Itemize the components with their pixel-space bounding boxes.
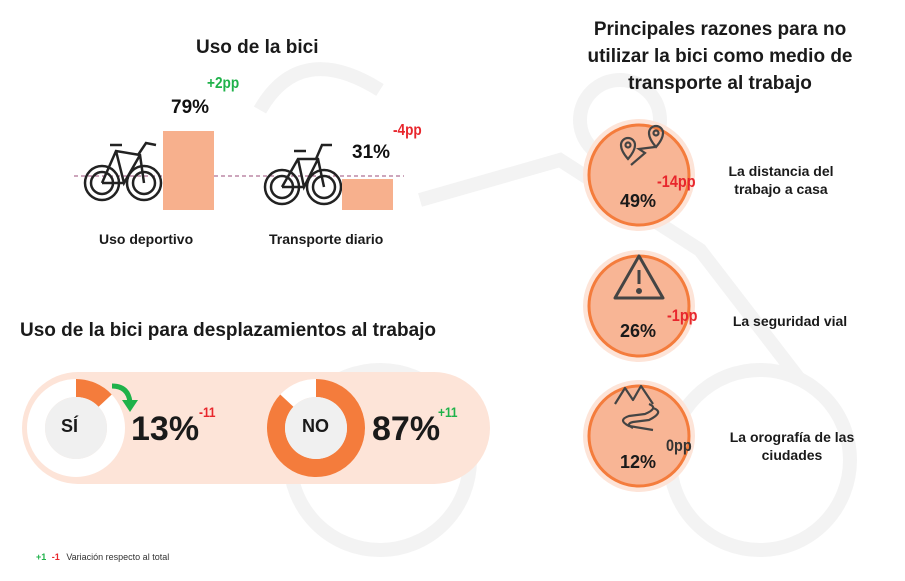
legend-positive: +1	[36, 552, 47, 562]
mountain-road-icon	[614, 384, 660, 432]
delta-no: +11	[438, 404, 458, 420]
delta-transporte-diario: -4pp	[393, 122, 422, 139]
delta-si: -11	[199, 404, 216, 420]
reason-label-seguridad: La seguridad vial	[726, 312, 854, 330]
legend-text: Variación respecto al total	[66, 552, 170, 562]
reason-delta-seguridad: -1pp	[667, 306, 698, 325]
reason-label-orografia: La orografía de las ciudades	[722, 428, 862, 464]
legend-footnote: +1 -1 Variación respecto al total	[36, 552, 169, 562]
green-arrow-icon	[111, 383, 138, 412]
reason-value-orografia: 12%	[620, 452, 657, 472]
sport-bike-icon	[83, 141, 163, 202]
donut-segment-no	[267, 379, 365, 477]
value-label-si: 13%	[131, 410, 200, 448]
value-label-no: 87%	[372, 410, 441, 448]
bar-uso-deportivo	[163, 131, 214, 210]
delta-uso-deportivo: +2pp	[207, 75, 240, 92]
warning-icon	[613, 254, 665, 300]
reason-label-orografia-line-2: ciudades	[761, 447, 823, 463]
donut-segment-si	[75, 379, 112, 408]
legend-negative: -1	[51, 552, 60, 562]
city-bike-icon	[263, 143, 343, 206]
desplazamientos-title: Uso de la bici para desplazamientos al t…	[20, 320, 437, 341]
reference-line	[74, 175, 404, 177]
reason-delta-distancia: -14pp	[657, 172, 696, 191]
reason-label-seguridad-line-1: La seguridad vial	[732, 313, 848, 329]
razones-title-line-3: transporte al trabajo	[628, 73, 812, 94]
reason-value-distancia: 49%	[620, 191, 657, 211]
category-label-uso-deportivo: Uso deportivo	[99, 231, 194, 247]
reason-value-seguridad: 26%	[620, 321, 657, 341]
donut-label-no: NO	[302, 416, 329, 436]
map-distance-icon	[619, 124, 665, 166]
value-label-uso-deportivo: 79%	[171, 97, 210, 118]
reason-label-distancia-line-1: La distancia del	[728, 163, 834, 179]
donut-label-si: SÍ	[61, 416, 79, 436]
category-label-transporte-diario: Transporte diario	[269, 231, 384, 247]
value-label-transporte-diario: 31%	[352, 142, 391, 163]
reason-label-distancia-line-2: trabajo a casa	[734, 181, 828, 197]
reason-circle-distancia	[583, 119, 695, 231]
reason-circle-orografia	[583, 380, 695, 492]
reason-delta-orografia: 0pp	[666, 436, 692, 455]
razones-title-line-1: Principales razones para no	[593, 19, 847, 40]
razones-title: Principales razones para no utilizar la …	[560, 16, 880, 97]
donut-no	[267, 379, 365, 477]
donut-si	[27, 379, 125, 477]
razones-title-line-2: utilizar la bici como medio de	[587, 46, 853, 67]
bar-transporte-diario	[342, 179, 393, 210]
reason-label-distancia: La distancia del trabajo a casa	[726, 162, 836, 198]
reason-label-orografia-line-1: La orografía de las	[729, 429, 855, 445]
uso-bici-title: Uso de la bici	[196, 37, 319, 58]
